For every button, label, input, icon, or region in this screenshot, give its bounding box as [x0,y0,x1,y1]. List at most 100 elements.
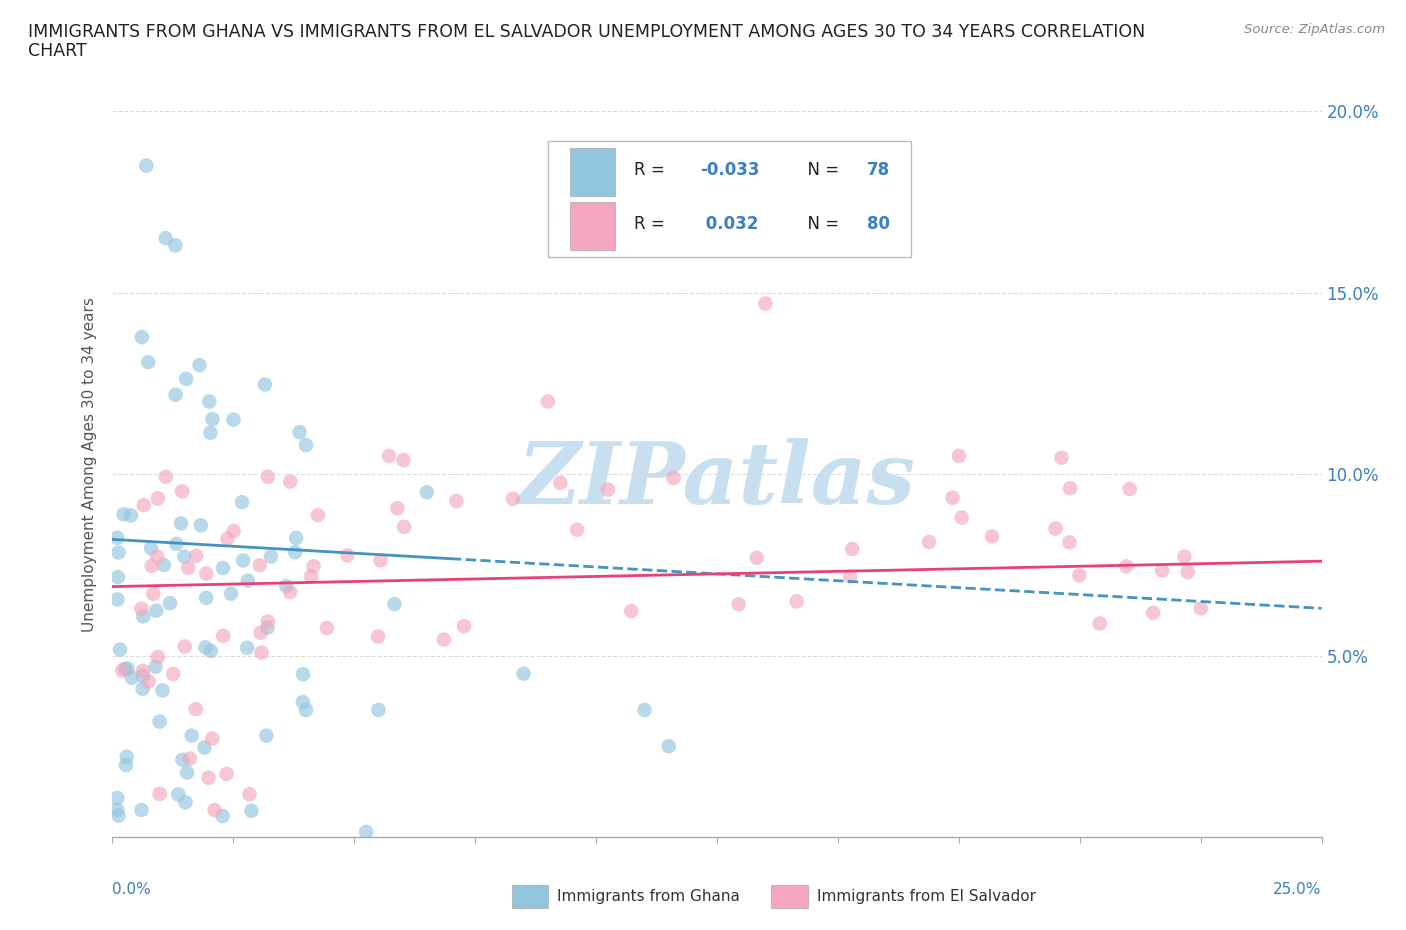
Point [138,674,160,689]
Point [195,566,218,581]
Point [201,412,224,427]
Point [537,394,560,409]
Text: ZIPatlas: ZIPatlas [517,438,917,522]
Point [285,530,308,545]
Point [256,620,278,635]
Text: 25.0%: 25.0% [1274,882,1322,897]
Point [278,474,301,489]
Text: CHART: CHART [28,42,87,60]
Point [215,766,238,781]
Point [222,524,245,538]
Point [370,552,392,567]
Point [155,231,177,246]
Point [170,516,193,531]
Point [302,559,325,574]
Point [117,661,139,676]
Point [596,483,619,498]
Point [146,649,169,664]
Point [107,545,129,560]
Point [236,573,259,588]
Point [149,787,172,802]
Text: 80: 80 [868,215,890,233]
Bar [772,885,808,908]
Point [131,682,153,697]
Point [180,728,202,743]
Point [1142,605,1164,620]
Point [108,643,131,658]
Point [292,667,315,682]
Point [1059,481,1081,496]
Point [152,557,174,572]
Point [190,518,212,533]
Point [141,559,163,574]
Point [250,645,273,660]
Point [145,659,167,674]
Point [173,549,195,564]
Point [941,490,963,505]
Bar [569,202,616,250]
Point [240,804,263,818]
Point [1045,521,1067,536]
Point [336,548,359,563]
Point [416,485,439,499]
Point [254,728,277,743]
Point [111,663,134,678]
Point [149,714,172,729]
Point [1173,549,1195,564]
Point [1069,568,1091,583]
Point [212,561,235,576]
Point [433,632,456,647]
Point [253,377,276,392]
Point [841,541,863,556]
Point [172,484,194,498]
Point [172,752,194,767]
Point [387,500,409,515]
Point [231,495,253,510]
Point [918,535,941,550]
Point [260,549,283,564]
Point [162,667,184,682]
Point [115,750,138,764]
Point [662,471,685,485]
Point [107,592,129,607]
Point [249,558,271,573]
Point [166,537,188,551]
Point [217,531,239,546]
Point [132,498,155,512]
Point [512,666,534,681]
Point [136,354,159,369]
Point [105,803,128,817]
Point [550,475,572,490]
Point [155,470,177,485]
Point [392,453,415,468]
Point [121,671,143,685]
Bar [512,885,548,908]
Point [120,508,142,523]
Y-axis label: Unemployment Among Ages 30 to 34 years: Unemployment Among Ages 30 to 34 years [82,298,97,632]
Point [197,770,219,785]
Point [786,594,808,609]
Point [367,629,389,644]
Point [565,523,588,538]
Text: R =: R = [634,161,669,179]
Point [145,604,167,618]
Point [1088,616,1111,631]
Point [201,731,224,746]
Point [146,491,169,506]
Point [249,625,271,640]
Point [177,561,200,576]
Point [165,387,187,402]
Point [135,158,157,173]
Point [453,618,475,633]
Point [173,639,195,654]
Point [132,669,155,684]
Point [384,597,406,612]
Point [620,604,643,618]
Point [152,683,174,698]
Point [131,803,153,817]
Point [727,597,749,612]
Point [1050,450,1073,465]
Point [1189,601,1212,616]
Point [107,570,129,585]
Point [446,494,468,509]
